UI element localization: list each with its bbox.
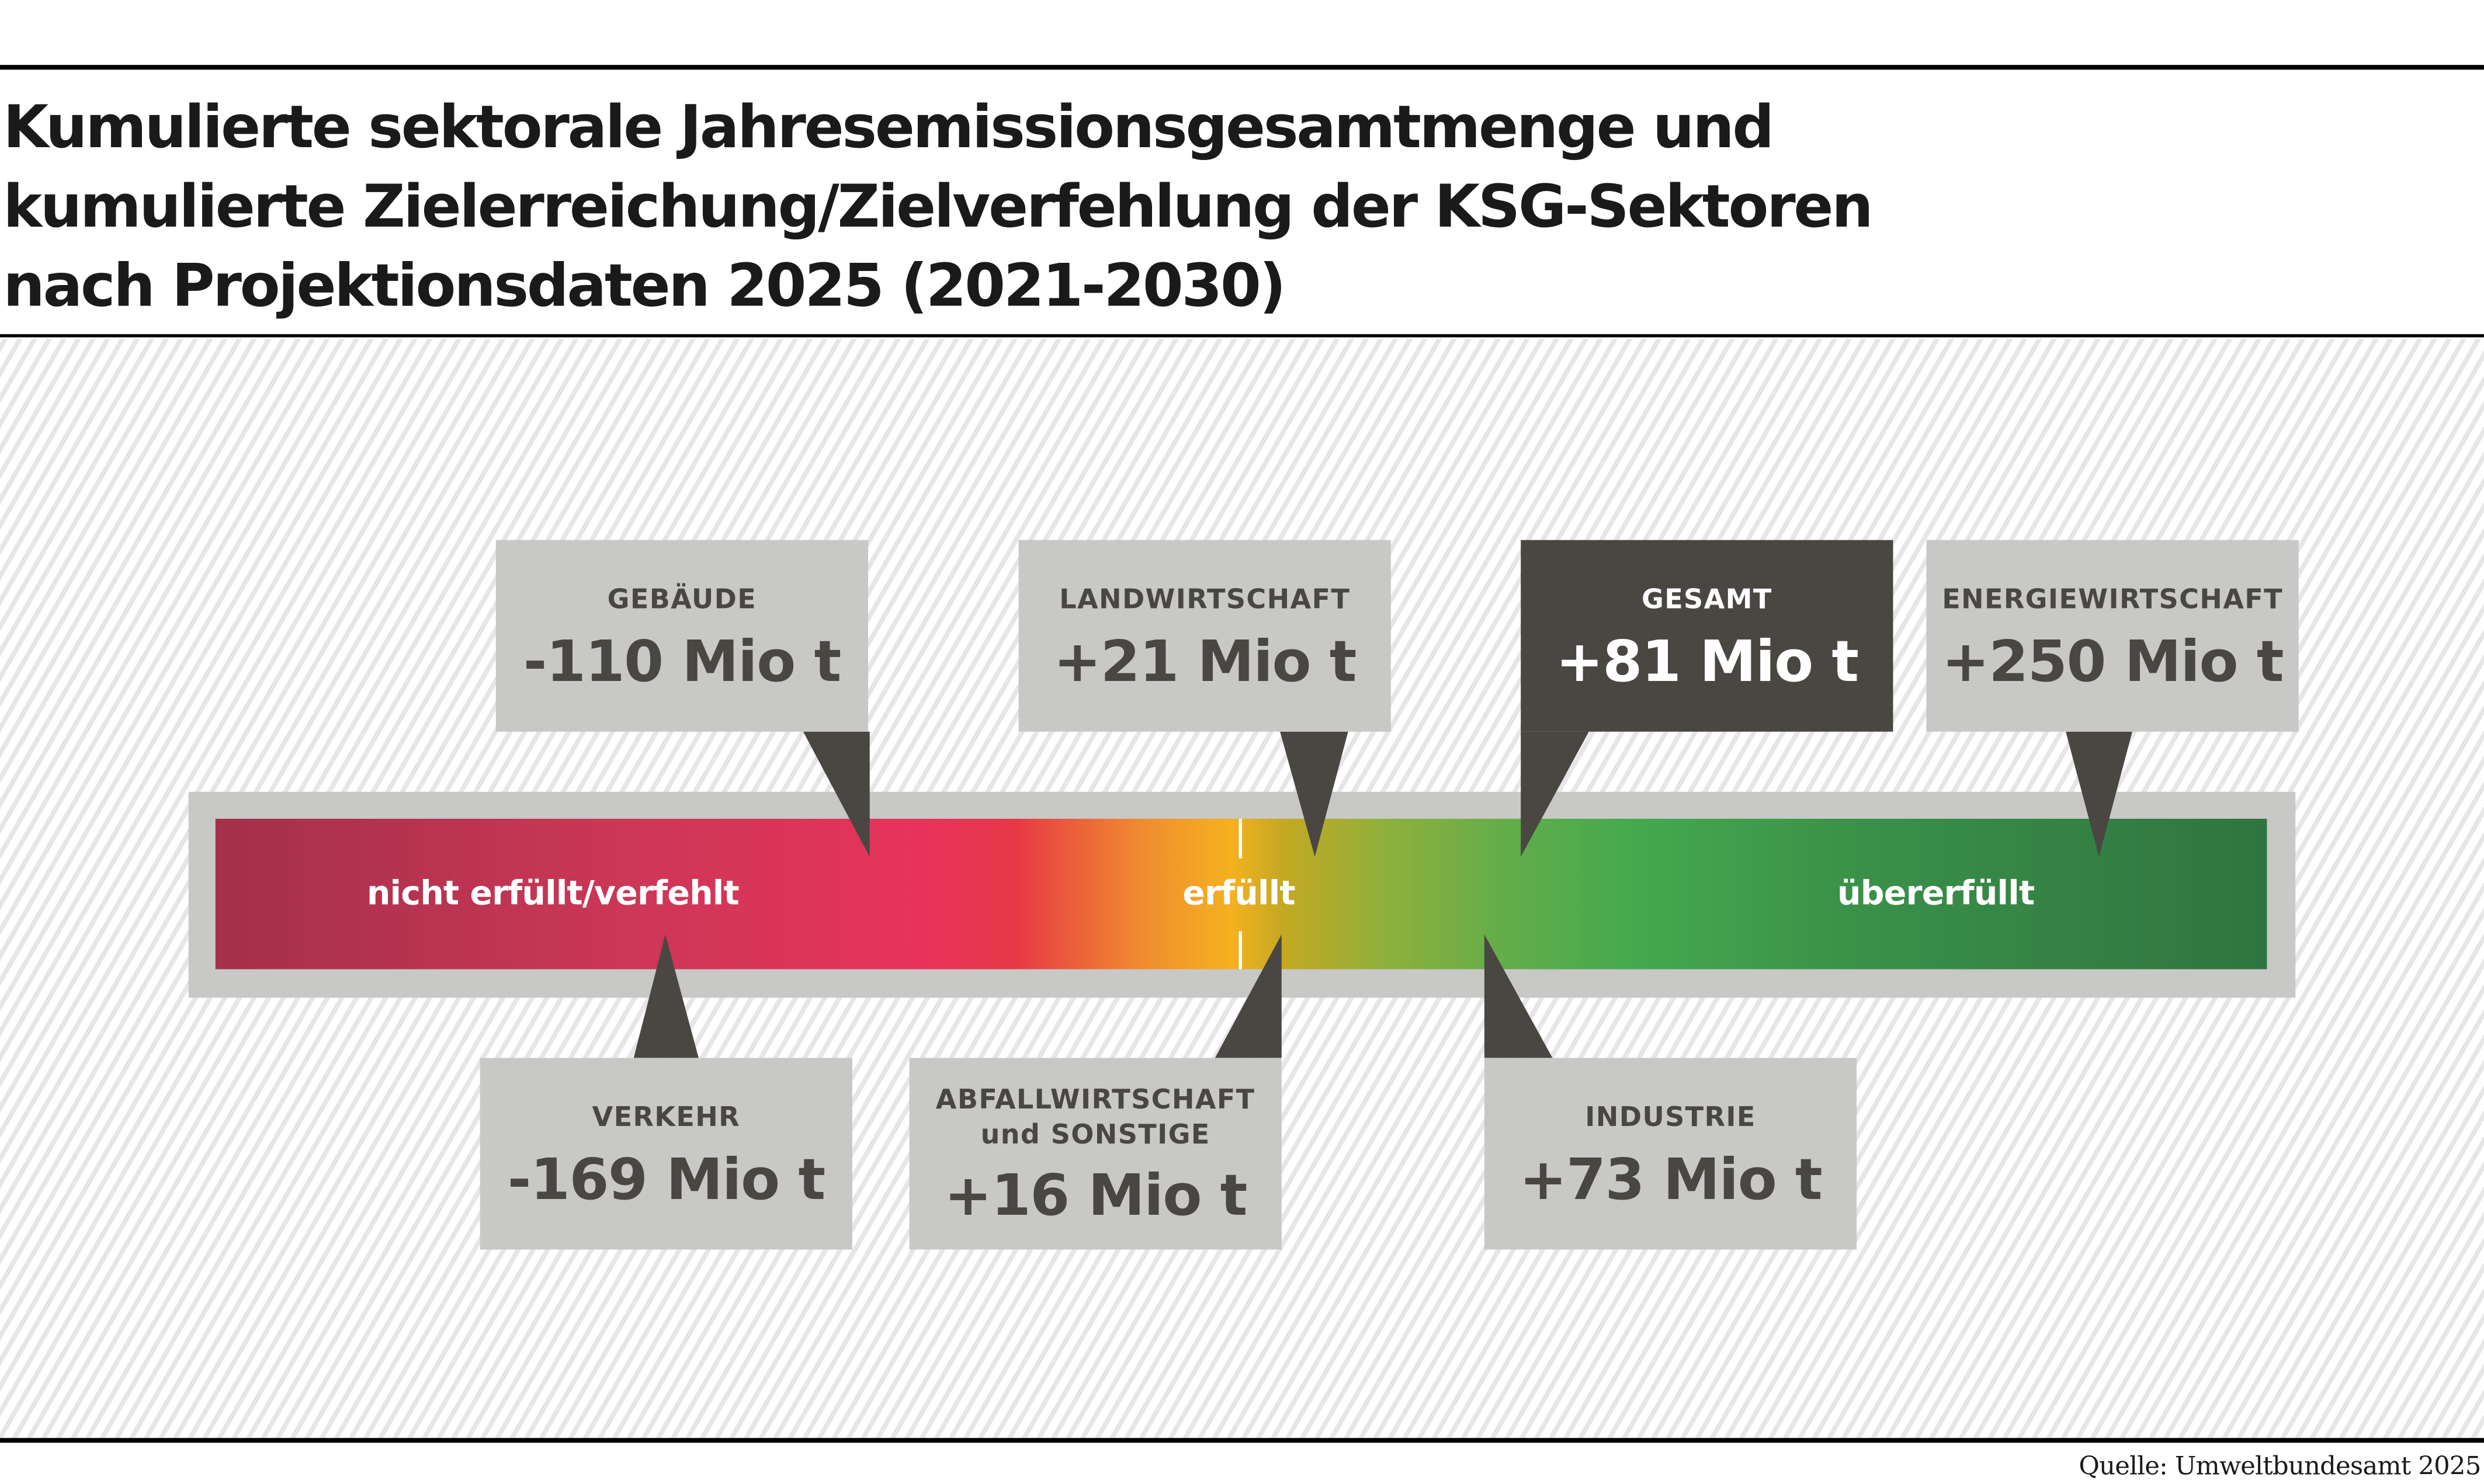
sector-value: +16 Mio t: [944, 1164, 1247, 1229]
scale-label-met: erfüllt: [1182, 874, 1295, 912]
sector-value: +250 Mio t: [1941, 630, 2284, 696]
sector-name: ABFALLWIRTSCHAFT und SONSTIGE: [935, 1085, 1255, 1152]
pointer-gesamt: [1521, 731, 1589, 857]
sector-name: INDUSTRIE: [1585, 1102, 1756, 1134]
pointer-verkehr: [633, 934, 699, 1058]
sector-box-energiewirtschaft: ENERGIEWIRTSCHAFT +250 Mio t: [1926, 540, 2299, 732]
page-title: Kumulierte sektorale Jahresemissionsgesa…: [3, 89, 1873, 326]
sector-box-abfallwirtschaft: ABFALLWIRTSCHAFT und SONSTIGE +16 Mio t: [909, 1058, 1282, 1250]
scale-label-exceeded: übererfüllt: [1837, 874, 2035, 912]
pointer-gebaeude: [803, 731, 870, 857]
title-line-2: kumulierte Zielerreichung/Zielverfehlung…: [3, 172, 1873, 241]
pointer-industrie: [1484, 934, 1553, 1058]
sector-name: GEBÄUDE: [607, 584, 757, 616]
title-rule: [0, 334, 2484, 338]
pointer-abfallwirtschaft: [1215, 934, 1282, 1058]
target-marker-top: [1238, 818, 1242, 859]
sector-name: LANDWIRTSCHAFT: [1059, 584, 1351, 616]
title-line-1: Kumulierte sektorale Jahresemissionsgesa…: [3, 93, 1774, 162]
top-rule: [0, 65, 2484, 70]
sector-box-gesamt: GESAMT +81 Mio t: [1521, 540, 1893, 732]
sector-value: +81 Mio t: [1555, 630, 1859, 696]
sector-value: +73 Mio t: [1519, 1148, 1823, 1214]
sector-box-industrie: INDUSTRIE +73 Mio t: [1484, 1058, 1857, 1250]
sector-box-landwirtschaft: LANDWIRTSCHAFT +21 Mio t: [1018, 540, 1391, 732]
sector-name: ENERGIEWIRTSCHAFT: [1942, 584, 2283, 616]
sector-name: GESAMT: [1641, 584, 1772, 616]
pointer-landwirtschaft: [1280, 731, 1348, 857]
title-line-3: nach Projektionsdaten 2025 (2021-2030): [3, 252, 1286, 320]
sector-value: -110 Mio t: [523, 630, 841, 696]
sector-box-gebaeude: GEBÄUDE -110 Mio t: [495, 540, 869, 732]
scale-label-missed: nicht erfüllt/verfehlt: [366, 874, 740, 912]
sector-value: -169 Mio t: [507, 1148, 825, 1214]
pointer-energiewirtschaft: [2066, 731, 2132, 857]
sector-box-verkehr: VERKEHR -169 Mio t: [480, 1058, 852, 1250]
source-note: Quelle: Umweltbundesamt 2025: [2079, 1450, 2481, 1481]
sector-value: +21 Mio t: [1053, 630, 1357, 696]
sector-name: VERKEHR: [592, 1102, 740, 1134]
target-marker-bottom: [1238, 931, 1242, 969]
bottom-rule: [0, 1438, 2484, 1443]
